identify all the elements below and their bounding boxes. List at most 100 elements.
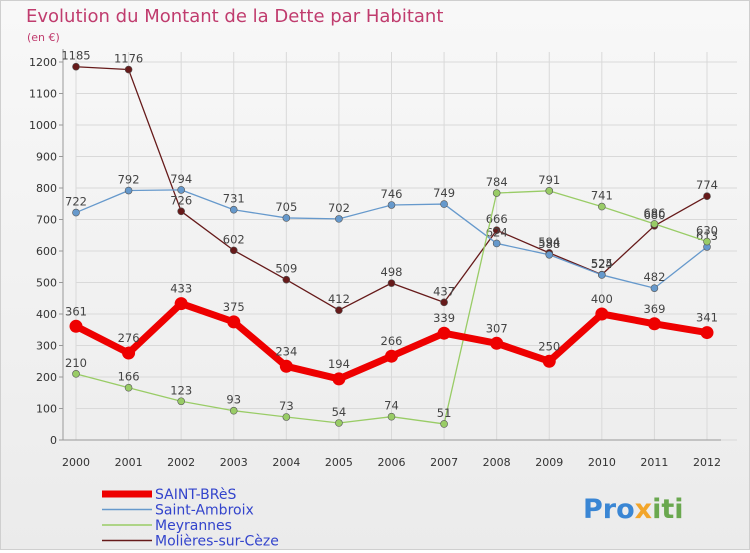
data-label: 525	[591, 257, 613, 271]
data-label: 307	[486, 321, 508, 335]
data-point	[437, 326, 451, 340]
x-tick-labels: 2000 2001 2002 2003 2004 2005 2006 2007 2008 2009…	[62, 456, 721, 469]
y-tick-label: 900	[36, 151, 57, 164]
x-tick-label: 2009	[535, 456, 563, 469]
logo-prefix: Pro	[583, 494, 635, 525]
y-tick-label: 400	[36, 308, 57, 321]
data-point	[174, 297, 188, 311]
grid	[75, 52, 737, 441]
data-point	[282, 413, 291, 421]
unit-label: (en €)	[27, 31, 60, 44]
data-label: 705	[275, 200, 297, 214]
x-tick-label: 2001	[115, 456, 143, 469]
data-label: 784	[486, 175, 508, 189]
data-point	[72, 62, 80, 71]
y-tick-label: 200	[36, 371, 57, 384]
data-point	[124, 383, 133, 392]
data-point	[229, 246, 238, 255]
x-tick-label: 2010	[588, 456, 616, 469]
data-label: 509	[275, 262, 297, 276]
data-point	[387, 412, 396, 421]
x-tick-label: 2006	[378, 456, 406, 469]
series-2: 210 166 123 93 73 54 74 51 784 791 741 686 630	[65, 173, 718, 428]
logo-mid: x	[635, 494, 652, 525]
data-label: 680	[643, 208, 665, 222]
data-point	[385, 349, 398, 363]
data-point	[650, 284, 659, 292]
data-point	[650, 220, 659, 228]
data-point	[177, 397, 185, 406]
data-point	[490, 336, 504, 350]
data-label: 749	[433, 186, 455, 200]
data-point	[227, 315, 241, 329]
data-label: 74	[384, 399, 399, 413]
series-3: 1185 117672660250941249843766659452568077…	[61, 49, 718, 315]
data-point	[72, 208, 80, 217]
data-label: 437	[433, 284, 455, 298]
chart-title: Evolution du Montant de la Dette par Hab…	[26, 6, 443, 27]
y-tick-label: 0	[50, 434, 57, 447]
y-tick-labels: 0 100 200 300 400 500 600 700 800 900 1000 1100 1200	[29, 56, 63, 447]
data-label: 412	[328, 292, 350, 306]
logo-suffix: iti	[652, 494, 683, 525]
x-tick-label: 2003	[220, 456, 248, 469]
series-group: 1185 117672660250941249843766659452568077…	[61, 49, 718, 428]
data-label: 123	[170, 383, 192, 397]
data-point	[545, 187, 554, 195]
y-tick-label: 1200	[29, 56, 57, 69]
data-label: 266	[381, 334, 403, 348]
y-tick-label: 600	[36, 245, 57, 258]
x-tick-label: 2011	[640, 456, 668, 469]
data-label: 498	[381, 265, 403, 279]
data-label: 731	[223, 192, 245, 206]
data-label: 741	[591, 189, 613, 203]
x-tick-label: 2004	[272, 456, 300, 469]
data-point	[229, 205, 238, 214]
y-tick-label: 500	[36, 277, 57, 290]
data-point	[282, 214, 291, 222]
data-label: 482	[643, 270, 665, 284]
x-tick-label: 2007	[430, 456, 458, 469]
data-label: 702	[328, 201, 350, 215]
data-label: 250	[538, 339, 560, 353]
axes	[62, 49, 721, 441]
legend-label: Meyrannes	[155, 518, 232, 534]
data-point	[492, 189, 501, 197]
proxiti-logo: Proxiti	[583, 494, 684, 525]
data-label: 93	[226, 393, 241, 407]
data-point	[440, 298, 448, 307]
data-point	[177, 207, 185, 216]
data-label: 746	[381, 187, 403, 201]
legend-label: Molières-sur-Cèze	[155, 534, 279, 550]
data-point	[598, 202, 606, 211]
legend-label: Saint-Ambroix	[155, 503, 254, 519]
legend: SAINT-BRèSSaint-AmbroixMeyrannesMolières…	[102, 487, 279, 550]
data-label: 791	[538, 173, 560, 187]
data-label: 400	[591, 292, 613, 306]
legend-label: SAINT-BRèS	[155, 487, 236, 503]
data-point	[387, 279, 396, 287]
x-tick-label: 2002	[167, 456, 195, 469]
data-label: 341	[696, 311, 718, 325]
y-tick-label: 700	[36, 214, 57, 227]
data-point	[700, 326, 714, 340]
data-point	[335, 215, 343, 223]
data-point	[69, 319, 83, 333]
data-label: 51	[437, 406, 452, 420]
data-label: 524	[591, 257, 613, 271]
data-point	[332, 372, 346, 386]
data-point	[229, 406, 238, 415]
data-label: 792	[118, 173, 140, 187]
data-label: 210	[65, 356, 87, 370]
data-label: 73	[279, 399, 294, 413]
data-label: 722	[65, 195, 87, 209]
svg-text:Proxiti: Proxiti	[583, 494, 684, 525]
data-label: 433	[170, 282, 192, 296]
data-label: 630	[696, 224, 718, 238]
data-point	[440, 200, 448, 208]
y-tick-label: 100	[36, 403, 57, 416]
data-point	[335, 419, 343, 427]
data-point	[177, 186, 185, 194]
data-point	[124, 186, 133, 195]
